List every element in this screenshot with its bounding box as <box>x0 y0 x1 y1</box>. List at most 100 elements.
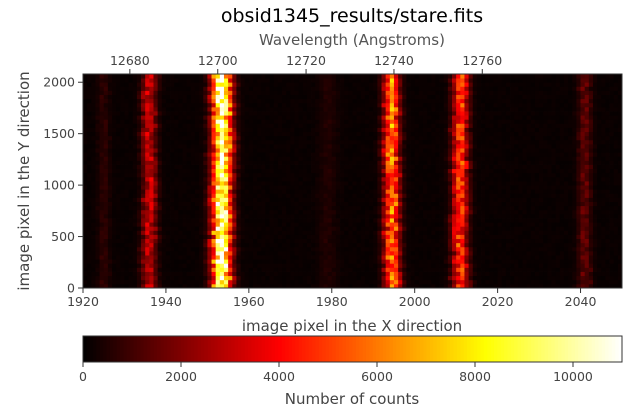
heatmap-cell <box>393 230 399 235</box>
heatmap-cell <box>398 164 403 170</box>
heatmap-cell <box>597 135 602 141</box>
heatmap-cell <box>340 185 345 190</box>
heatmap-cell <box>219 263 225 268</box>
heatmap-cell <box>190 250 196 256</box>
heatmap-cell <box>422 160 428 165</box>
heatmap-cell <box>215 259 221 264</box>
heatmap-cell <box>572 267 577 272</box>
heatmap-cell <box>327 209 333 215</box>
heatmap-cell <box>418 271 424 277</box>
heatmap-cell <box>311 172 316 178</box>
heatmap-cell <box>302 238 308 244</box>
heatmap-cell <box>518 156 523 161</box>
heatmap-cell <box>510 181 515 186</box>
heatmap-cell <box>398 185 403 190</box>
heatmap-cell <box>439 267 445 272</box>
heatmap-cell <box>481 193 486 198</box>
heatmap-cell <box>563 181 569 186</box>
heatmap-cell <box>460 193 465 198</box>
heatmap-cell <box>501 226 507 231</box>
heatmap-cell <box>340 205 345 211</box>
heatmap-cell <box>481 250 486 256</box>
heatmap-cell <box>186 242 192 248</box>
heatmap-cell <box>232 283 237 289</box>
heatmap-cell <box>381 189 387 194</box>
heatmap-cell <box>572 222 577 227</box>
heatmap-cell <box>257 181 262 186</box>
heatmap-cell <box>472 226 478 231</box>
heatmap-cell <box>613 255 619 260</box>
heatmap-cell <box>613 160 619 165</box>
heatmap-cell <box>87 152 92 157</box>
heatmap-cell <box>232 181 237 186</box>
heatmap-cell <box>389 263 395 268</box>
heatmap-cell <box>592 222 598 227</box>
heatmap-cell <box>393 201 399 207</box>
heatmap-cell <box>601 279 606 285</box>
heatmap-cell <box>335 197 341 202</box>
heatmap-cell <box>228 160 233 165</box>
heatmap-cell <box>215 213 221 219</box>
heatmap-cell <box>389 143 395 149</box>
heatmap-cell <box>605 160 610 165</box>
heatmap-cell <box>489 131 494 137</box>
heatmap-cell <box>381 160 387 165</box>
heatmap-cell <box>476 242 482 248</box>
heatmap-cell <box>219 279 225 285</box>
heatmap-cell <box>277 160 283 165</box>
heatmap-cell <box>601 156 606 161</box>
heatmap-cell <box>360 283 366 289</box>
heatmap-cell <box>377 242 382 248</box>
heatmap-cell <box>418 193 424 198</box>
heatmap-cell <box>393 160 399 165</box>
heatmap-cell <box>398 172 403 178</box>
heatmap-cell <box>464 238 469 244</box>
heatmap-cell <box>414 201 420 207</box>
heatmap-cell <box>431 279 436 285</box>
heatmap-cell <box>435 185 440 190</box>
heatmap-cell <box>617 259 623 264</box>
heatmap-cell <box>248 148 254 153</box>
heatmap-cell <box>319 279 324 285</box>
heatmap-cell <box>145 238 150 244</box>
heatmap-cell <box>194 222 200 227</box>
heatmap-cell <box>236 189 241 194</box>
heatmap-cell <box>543 226 548 231</box>
heatmap-cell <box>505 238 511 244</box>
heatmap-cell <box>112 275 117 281</box>
heatmap-cell <box>107 176 113 182</box>
heatmap-cell <box>568 279 573 285</box>
heatmap-cell <box>452 275 457 281</box>
heatmap-cell <box>356 152 362 157</box>
heatmap-cell <box>344 201 349 207</box>
heatmap-cell <box>389 279 395 285</box>
heatmap-cell <box>286 172 291 178</box>
heatmap-cell <box>543 213 548 219</box>
heatmap-cell <box>273 222 279 227</box>
heatmap-cell <box>215 168 221 174</box>
heatmap-cell <box>319 143 324 149</box>
heatmap-cell <box>572 209 577 215</box>
heatmap-cell <box>335 230 341 235</box>
heatmap-cell <box>559 168 565 174</box>
heatmap-cell <box>145 255 150 260</box>
heatmap-cell <box>124 222 130 227</box>
heatmap-cell <box>273 246 279 252</box>
heatmap-cell <box>559 238 565 244</box>
heatmap-cell <box>414 267 420 272</box>
heatmap-cell <box>526 205 532 211</box>
heatmap-cell <box>505 246 511 252</box>
heatmap-cell <box>373 259 378 264</box>
heatmap-cell <box>170 234 175 240</box>
heatmap-cell <box>161 201 167 207</box>
heatmap-cell <box>232 267 237 272</box>
heatmap-cell <box>323 205 329 211</box>
heatmap-cell <box>95 279 100 285</box>
heatmap-cell <box>286 218 291 223</box>
heatmap-cell <box>236 255 241 260</box>
heatmap-cell <box>244 135 250 141</box>
heatmap-cell <box>456 250 461 256</box>
heatmap-cell <box>493 185 499 190</box>
heatmap-cell <box>120 172 125 178</box>
heatmap-cell <box>95 131 100 137</box>
